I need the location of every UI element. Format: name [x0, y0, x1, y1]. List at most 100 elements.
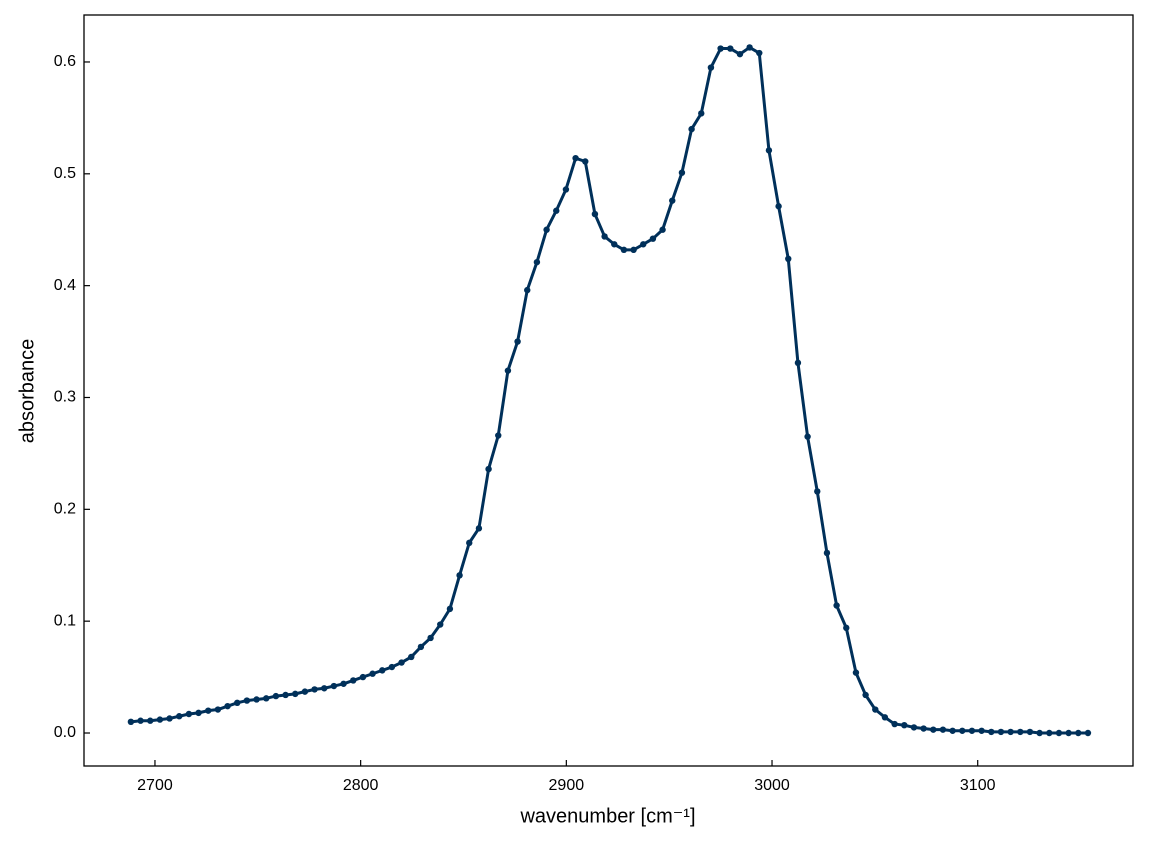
data-point — [350, 677, 357, 684]
data-point — [852, 669, 860, 676]
data-point — [340, 680, 347, 687]
data-point — [137, 717, 144, 724]
data-point — [775, 203, 782, 210]
data-point — [1046, 729, 1053, 737]
data-point — [156, 716, 164, 723]
y-tick-label: 0.6 — [54, 53, 76, 70]
data-point — [330, 682, 338, 690]
data-point — [427, 634, 434, 642]
data-point — [727, 45, 734, 52]
data-point — [988, 728, 995, 736]
data-point — [311, 686, 318, 693]
data-point — [698, 110, 705, 117]
data-point — [456, 572, 463, 579]
data-point — [466, 539, 473, 547]
data-point — [369, 670, 376, 677]
data-point — [234, 699, 241, 707]
data-point — [253, 696, 260, 703]
data-point — [272, 692, 280, 700]
data-point — [379, 667, 386, 674]
data-point — [968, 727, 976, 734]
data-point — [630, 246, 637, 254]
data-point — [166, 715, 173, 722]
data-point — [785, 255, 792, 263]
data-point — [417, 643, 425, 651]
data-point — [388, 663, 396, 671]
data-point — [524, 286, 531, 294]
data-point — [1055, 729, 1063, 737]
data-point — [543, 226, 550, 233]
data-point — [572, 154, 579, 162]
data-point — [1026, 728, 1034, 736]
data-point — [978, 727, 985, 734]
data-point — [688, 125, 695, 133]
data-point — [823, 549, 831, 557]
data-point — [814, 488, 821, 495]
data-point — [872, 706, 879, 713]
data-point — [901, 721, 908, 729]
data-point — [398, 659, 405, 666]
data-point — [321, 685, 328, 692]
data-point — [949, 727, 956, 734]
data-point — [185, 710, 193, 718]
data-point — [939, 726, 947, 733]
data-point — [804, 433, 811, 440]
data-point — [176, 713, 183, 720]
data-point — [359, 673, 367, 681]
data-point — [833, 602, 840, 609]
y-tick-label: 0.2 — [54, 501, 76, 518]
data-point — [881, 714, 889, 721]
y-tick-label: 0.4 — [54, 277, 76, 294]
data-point — [195, 709, 202, 717]
data-point — [301, 688, 309, 695]
data-point — [263, 695, 270, 702]
data-point — [1036, 729, 1043, 737]
data-point — [717, 45, 724, 52]
data-point — [1075, 729, 1082, 737]
data-point — [224, 702, 231, 710]
data-point — [504, 367, 512, 374]
data-point — [582, 158, 589, 165]
data-point — [408, 653, 415, 661]
x-tick-label: 2800 — [343, 777, 379, 794]
data-point — [649, 235, 657, 242]
data-point — [243, 697, 251, 704]
data-point — [1007, 728, 1014, 736]
data-point — [127, 718, 135, 726]
data-point — [533, 258, 541, 266]
data-point — [591, 210, 599, 218]
data-point — [746, 44, 753, 51]
y-tick-label: 0.5 — [54, 165, 76, 182]
data-point — [843, 624, 850, 632]
data-point — [765, 147, 773, 154]
data-point — [920, 725, 927, 732]
y-tick-label: 0.0 — [54, 724, 76, 741]
data-point — [446, 605, 454, 613]
x-tick-label: 2700 — [137, 777, 173, 794]
data-point — [514, 338, 521, 345]
data-point — [620, 246, 628, 254]
x-tick-label: 2900 — [549, 777, 585, 794]
data-point — [678, 169, 686, 176]
data-point — [707, 64, 715, 71]
x-axis-label: wavenumber [cm⁻¹] — [519, 805, 695, 827]
data-point — [553, 207, 560, 214]
y-tick-label: 0.1 — [54, 612, 76, 629]
data-point — [475, 525, 483, 532]
data-point — [997, 728, 1005, 736]
data-point — [485, 465, 492, 473]
data-point — [147, 717, 154, 724]
data-point — [862, 691, 869, 699]
data-point — [756, 49, 763, 57]
data-point — [601, 233, 608, 240]
data-point — [669, 197, 676, 204]
data-point — [640, 241, 647, 248]
data-point — [1017, 728, 1024, 736]
data-point — [214, 706, 222, 713]
data-point — [611, 241, 618, 248]
data-point — [910, 724, 918, 731]
data-line — [130, 45, 1088, 735]
x-tick-label: 3000 — [754, 777, 790, 794]
data-point — [959, 727, 966, 734]
